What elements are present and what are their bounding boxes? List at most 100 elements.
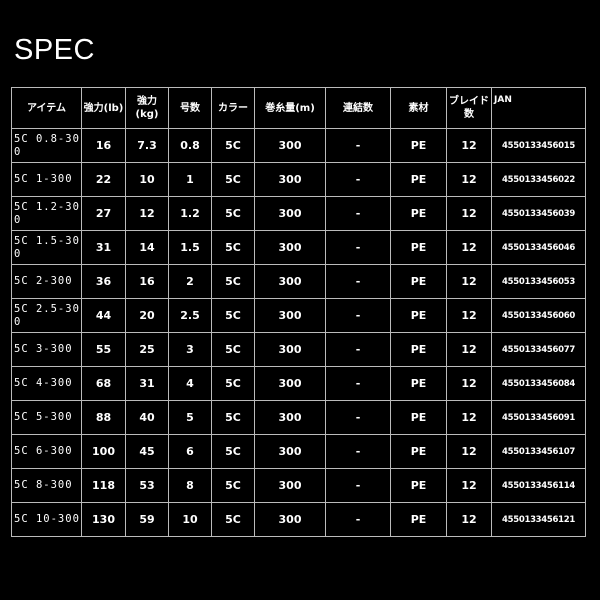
table-row: 5C 1-300 22 10 1 5C 300- PE 12 4550133456022 (11, 162, 586, 197)
cell-item: 5C 1-300 (11, 162, 82, 197)
cell-color: 5C (211, 468, 255, 503)
cell-length: 300 (254, 366, 326, 401)
table-row: 5C 0.8-300 16 7.3 0.8 5C 300- PE 12 455013345601… (11, 128, 586, 163)
spec-table: アイテム 強力(lb) 強力(kg) 号数 カラー 巻糸量(m) 連結数 素材 ブレイド数 JAN… (11, 87, 586, 537)
cell-item: 5C 8-300 (11, 468, 82, 503)
cell-braid: 12 (446, 468, 492, 503)
cell-strength-lb: 118 (81, 468, 126, 503)
cell-jan: 4550133456060 (491, 298, 586, 333)
cell-strength-lb: 100 (81, 434, 126, 469)
cell-color: 5C (211, 332, 255, 367)
cell-color: 5C (211, 434, 255, 469)
table-row: 5C 8-300 118 53 8 5C 300- PE 12 4550133456114 (11, 468, 586, 503)
cell-links: - (325, 196, 391, 231)
cell-size: 1.2 (168, 196, 212, 231)
cell-length: 300 (254, 502, 326, 537)
cell-jan: 4550133456039 (491, 196, 586, 231)
table-row: 5C 2.5-300 44 20 2.5 5C 300- PE 12 4550133456060 (11, 298, 586, 333)
cell-color: 5C (211, 502, 255, 537)
cell-strength-lb: 16 (81, 128, 126, 163)
header-jan: JAN (491, 87, 586, 129)
cell-links: - (325, 128, 391, 163)
cell-color: 5C (211, 162, 255, 197)
cell-color: 5C (211, 400, 255, 435)
table-row: 5C 3-300 55 25 3 5C 300- PE 12 4550133456077 (11, 332, 586, 367)
cell-item: 5C 5-300 (11, 400, 82, 435)
cell-jan: 4550133456053 (491, 264, 586, 299)
cell-braid: 12 (446, 366, 492, 401)
cell-links: - (325, 502, 391, 537)
cell-material: PE (390, 128, 447, 163)
cell-size: 2 (168, 264, 212, 299)
cell-jan: 4550133456015 (491, 128, 586, 163)
header-length: 巻糸量(m) (254, 87, 326, 129)
cell-strength-kg: 53 (125, 468, 169, 503)
cell-size: 1.5 (168, 230, 212, 265)
header-strength-kg: 強力(kg) (125, 87, 169, 129)
cell-strength-kg: 31 (125, 366, 169, 401)
cell-length: 300 (254, 230, 326, 265)
cell-size: 3 (168, 332, 212, 367)
cell-strength-lb: 27 (81, 196, 126, 231)
cell-item: 5C 6-300 (11, 434, 82, 469)
cell-jan: 4550133456107 (491, 434, 586, 469)
cell-strength-kg: 45 (125, 434, 169, 469)
header-strength-lb: 強力(lb) (81, 87, 126, 129)
cell-braid: 12 (446, 400, 492, 435)
cell-jan: 4550133456084 (491, 366, 586, 401)
cell-strength-lb: 44 (81, 298, 126, 333)
cell-material: PE (390, 434, 447, 469)
cell-material: PE (390, 230, 447, 265)
cell-material: PE (390, 502, 447, 537)
page-title: SPEC (14, 34, 95, 66)
cell-jan: 4550133456046 (491, 230, 586, 265)
cell-material: PE (390, 332, 447, 367)
cell-item: 5C 4-300 (11, 366, 82, 401)
cell-links: - (325, 366, 391, 401)
table-row: 5C 10-300 130 59 10 5C 300- PE 12 4550133456121 (11, 502, 586, 537)
cell-strength-kg: 16 (125, 264, 169, 299)
cell-links: - (325, 230, 391, 265)
table-row: 5C 6-300 100 45 6 5C 300- PE 12 4550133456107 (11, 434, 586, 469)
cell-links: - (325, 162, 391, 197)
cell-length: 300 (254, 332, 326, 367)
header-size: 号数 (168, 87, 212, 129)
cell-color: 5C (211, 128, 255, 163)
cell-jan: 4550133456077 (491, 332, 586, 367)
cell-braid: 12 (446, 434, 492, 469)
header-color: カラー (211, 87, 255, 129)
cell-material: PE (390, 196, 447, 231)
cell-size: 10 (168, 502, 212, 537)
cell-color: 5C (211, 196, 255, 231)
cell-jan: 4550133456022 (491, 162, 586, 197)
cell-strength-kg: 7.3 (125, 128, 169, 163)
cell-braid: 12 (446, 332, 492, 367)
cell-length: 300 (254, 400, 326, 435)
cell-item: 5C 2-300 (11, 264, 82, 299)
cell-strength-kg: 40 (125, 400, 169, 435)
cell-length: 300 (254, 264, 326, 299)
cell-color: 5C (211, 230, 255, 265)
cell-size: 6 (168, 434, 212, 469)
cell-size: 5 (168, 400, 212, 435)
cell-strength-kg: 14 (125, 230, 169, 265)
cell-color: 5C (211, 298, 255, 333)
cell-strength-lb: 68 (81, 366, 126, 401)
cell-color: 5C (211, 366, 255, 401)
cell-braid: 12 (446, 162, 492, 197)
cell-item: 5C 2.5-300 (11, 298, 82, 333)
header-links: 連結数 (325, 87, 391, 129)
cell-length: 300 (254, 162, 326, 197)
cell-braid: 12 (446, 264, 492, 299)
cell-length: 300 (254, 434, 326, 469)
cell-size: 1 (168, 162, 212, 197)
cell-links: - (325, 264, 391, 299)
cell-length: 300 (254, 468, 326, 503)
cell-size: 8 (168, 468, 212, 503)
cell-material: PE (390, 366, 447, 401)
cell-material: PE (390, 468, 447, 503)
cell-strength-kg: 59 (125, 502, 169, 537)
header-item: アイテム (11, 87, 82, 129)
cell-item: 5C 1.5-300 (11, 230, 82, 265)
cell-length: 300 (254, 196, 326, 231)
